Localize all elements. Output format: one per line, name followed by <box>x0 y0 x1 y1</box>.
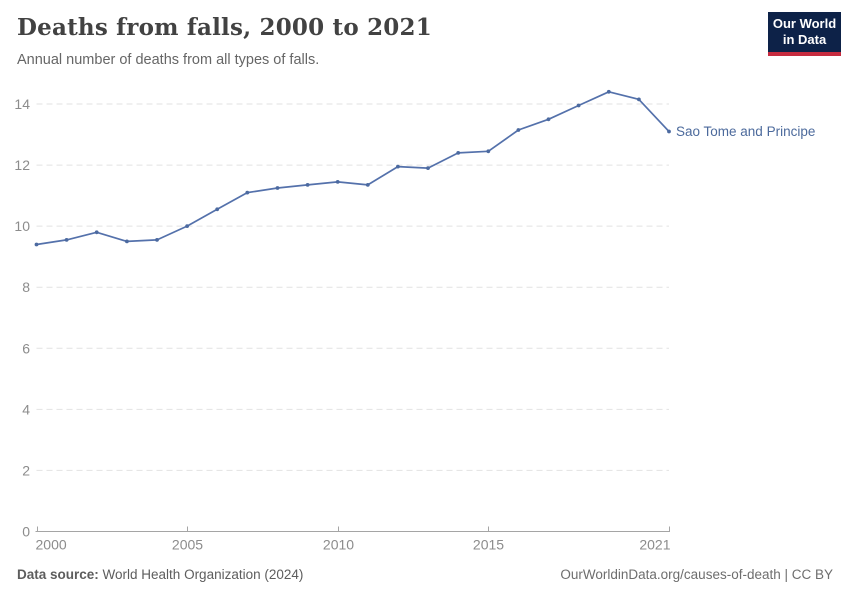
chart-title: Deaths from falls, 2000 to 2021 <box>17 14 432 41</box>
x-tick-label: 2015 <box>473 537 504 553</box>
credit-link[interactable]: OurWorldinData.org/causes-of-death | CC … <box>560 567 833 582</box>
data-point[interactable] <box>64 238 69 242</box>
y-tick-label: 10 <box>14 218 30 234</box>
x-tick-label: 2010 <box>323 537 354 553</box>
series-label: Sao Tome and Principe <box>676 124 815 139</box>
owid-logo[interactable]: Our World in Data <box>768 12 841 56</box>
data-point[interactable] <box>667 129 671 134</box>
owid-logo-line1: Our World <box>772 16 837 31</box>
x-tick-label: 2021 <box>639 537 670 553</box>
data-point[interactable] <box>94 230 99 235</box>
data-point[interactable] <box>546 117 551 122</box>
data-point[interactable] <box>576 103 581 108</box>
figure-footer: Data source: World Health Organization (… <box>17 567 833 582</box>
chart-subtitle: Annual number of deaths from all types o… <box>17 52 320 68</box>
x-tick-label: 2005 <box>172 537 203 553</box>
data-point[interactable] <box>426 166 430 171</box>
data-point[interactable] <box>486 149 491 154</box>
data-source-label: Data source: <box>17 567 99 582</box>
x-tick-label: 2000 <box>36 537 67 553</box>
data-point[interactable] <box>456 151 461 155</box>
data-point[interactable] <box>215 207 220 212</box>
data-point[interactable] <box>155 238 159 242</box>
data-point[interactable] <box>335 180 340 184</box>
y-tick-label: 6 <box>22 340 30 356</box>
data-point[interactable] <box>637 97 641 102</box>
data-point[interactable] <box>516 128 521 132</box>
data-source: Data source: World Health Organization (… <box>17 567 303 582</box>
series-line[interactable] <box>35 90 670 246</box>
data-point[interactable] <box>275 186 280 190</box>
y-tick-label: 0 <box>22 524 30 540</box>
y-tick-label: 12 <box>14 157 30 173</box>
y-tick-label: 8 <box>22 279 30 295</box>
y-tick-label: 14 <box>14 96 30 112</box>
data-point[interactable] <box>606 89 611 94</box>
data-point[interactable] <box>365 183 370 187</box>
y-tick-label: 2 <box>22 462 30 478</box>
data-point[interactable] <box>305 183 310 187</box>
data-source-value: World Health Organization (2024) <box>98 567 304 582</box>
y-tick-label: 4 <box>22 401 30 417</box>
data-point[interactable] <box>185 224 190 229</box>
data-point[interactable] <box>34 242 39 247</box>
data-point[interactable] <box>125 239 129 244</box>
data-point[interactable] <box>396 164 400 169</box>
owid-logo-line2: in Data <box>782 32 827 47</box>
data-point[interactable] <box>245 190 250 195</box>
